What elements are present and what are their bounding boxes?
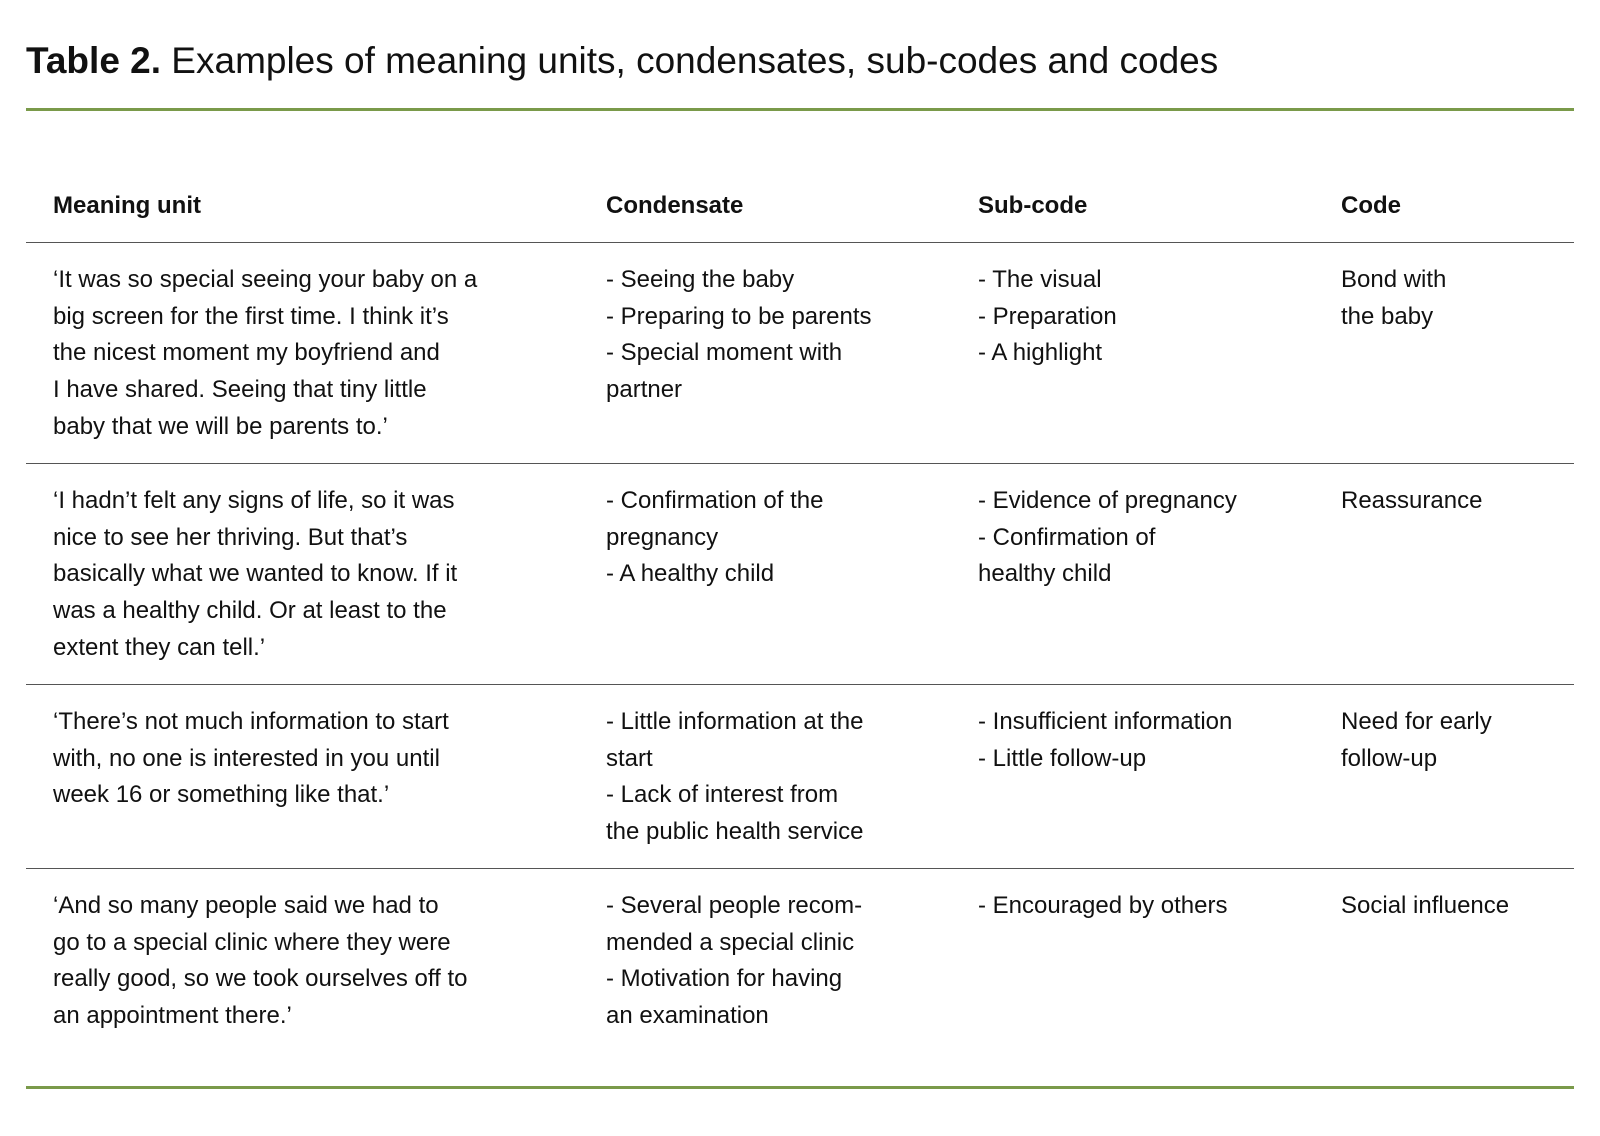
cell-line: partner (606, 376, 683, 404)
cell-meaning-unit: ‘There’s not much information to start wi… (53, 704, 449, 814)
cell-condensate: - Seeing the baby - Preparing to be paren… (606, 262, 872, 409)
cell-line: nice to see her thriving. But that’s (53, 523, 408, 551)
top-rule (26, 108, 1574, 111)
cell-line: basically what we wanted to know. If it (53, 560, 458, 588)
header-code: Code (1341, 192, 1401, 219)
cell-line: - Insufficient information (978, 708, 1233, 735)
cell-condensate: - Little information at the start - Lack o… (606, 704, 863, 851)
table-label: Table 2. (26, 40, 162, 81)
cell-line: big screen for the first time. I think i… (53, 302, 449, 330)
cell-line: - Lack of interest from (606, 781, 839, 809)
cell-line: follow-up (1341, 744, 1438, 772)
bottom-rule (26, 1086, 1574, 1089)
cell-code: Social influence (1341, 888, 1509, 925)
row-divider (26, 684, 1574, 685)
cell-line: Social influence (1341, 892, 1510, 919)
cell-line: week 16 or something like that.’ (53, 781, 390, 809)
cell-line: the public health service (606, 818, 864, 846)
cell-line: - Preparing to be parents (606, 302, 872, 330)
cell-line: ‘There’s not much information to start (53, 708, 449, 735)
cell-line: - Confirmation of the (606, 487, 824, 514)
cell-line: - A highlight (978, 339, 1103, 367)
cell-line: was a healthy child. Or at least to the (53, 597, 447, 625)
cell-sub-code: - Insufficient information - Little follo… (978, 704, 1232, 777)
cell-code: Need for early follow-up (1341, 704, 1492, 777)
cell-line: start (606, 744, 653, 772)
cell-line: the baby (1341, 302, 1434, 330)
cell-line: really good, so we took ourselves off to (53, 965, 468, 993)
table-caption: Examples of meaning units, condensates, … (161, 40, 1219, 81)
header-meaning-unit: Meaning unit (53, 192, 201, 219)
cell-meaning-unit: ‘I hadn’t felt any signs of life, so it … (53, 483, 457, 666)
cell-condensate: - Confirmation of the pregnancy - A health… (606, 483, 823, 593)
header-rule (26, 242, 1574, 243)
cell-line: an appointment there.’ (53, 1002, 292, 1030)
cell-meaning-unit: ‘And so many people said we had to go to … (53, 888, 467, 1035)
cell-line: an examination (606, 1002, 769, 1030)
cell-line: - A healthy child (606, 560, 775, 588)
cell-line: I have shared. Seeing that tiny little (53, 376, 427, 404)
cell-line: mended a special clinic (606, 928, 855, 956)
cell-line: go to a special clinic where they were (53, 928, 451, 956)
cell-line: - Motivation for having (606, 965, 843, 993)
header-sub-code: Sub-code (978, 192, 1088, 219)
cell-line: with, no one is interested in you until (53, 744, 440, 772)
cell-meaning-unit: ‘It was so special seeing your baby on a… (53, 262, 477, 445)
cell-line: - Little information at the (606, 708, 864, 735)
row-divider (26, 868, 1574, 869)
cell-line: - The visual (978, 266, 1102, 293)
cell-line: extent they can tell.’ (53, 633, 266, 661)
cell-line: ‘And so many people said we had to (53, 892, 439, 919)
cell-sub-code: - Evidence of pregnancy - Confirmation of… (978, 483, 1237, 593)
cell-line: - Evidence of pregnancy (978, 487, 1237, 514)
cell-sub-code: - The visual - Preparation - A highlight (978, 262, 1117, 372)
cell-line: pregnancy (606, 523, 719, 551)
cell-line: - Preparation (978, 302, 1117, 330)
header-condensate: Condensate (606, 192, 744, 219)
cell-line: Reassurance (1341, 487, 1483, 514)
cell-line: healthy child (978, 560, 1112, 588)
table-title: Table 2. Examples of meaning units, cond… (26, 40, 1218, 82)
cell-line: - Confirmation of (978, 523, 1156, 551)
cell-line: - Little follow-up (978, 744, 1147, 772)
row-divider (26, 463, 1574, 464)
cell-line: - Several people recom- (606, 892, 863, 919)
cell-code: Bond with the baby (1341, 262, 1446, 335)
cell-line: - Seeing the baby (606, 266, 795, 293)
cell-line: ‘I hadn’t felt any signs of life, so it … (53, 487, 455, 514)
cell-line: Need for early (1341, 708, 1492, 735)
cell-line: Bond with (1341, 266, 1447, 293)
cell-line: baby that we will be parents to.’ (53, 412, 388, 440)
cell-sub-code: - Encouraged by others (978, 888, 1227, 925)
cell-condensate: - Several people recom-mended a special … (606, 888, 862, 1035)
cell-code: Reassurance (1341, 483, 1482, 520)
cell-line: - Encouraged by others (978, 892, 1228, 919)
cell-line: - Special moment with (606, 339, 843, 367)
cell-line: ‘It was so special seeing your baby on a (53, 266, 478, 293)
cell-line: the nicest moment my boyfriend and (53, 339, 440, 367)
